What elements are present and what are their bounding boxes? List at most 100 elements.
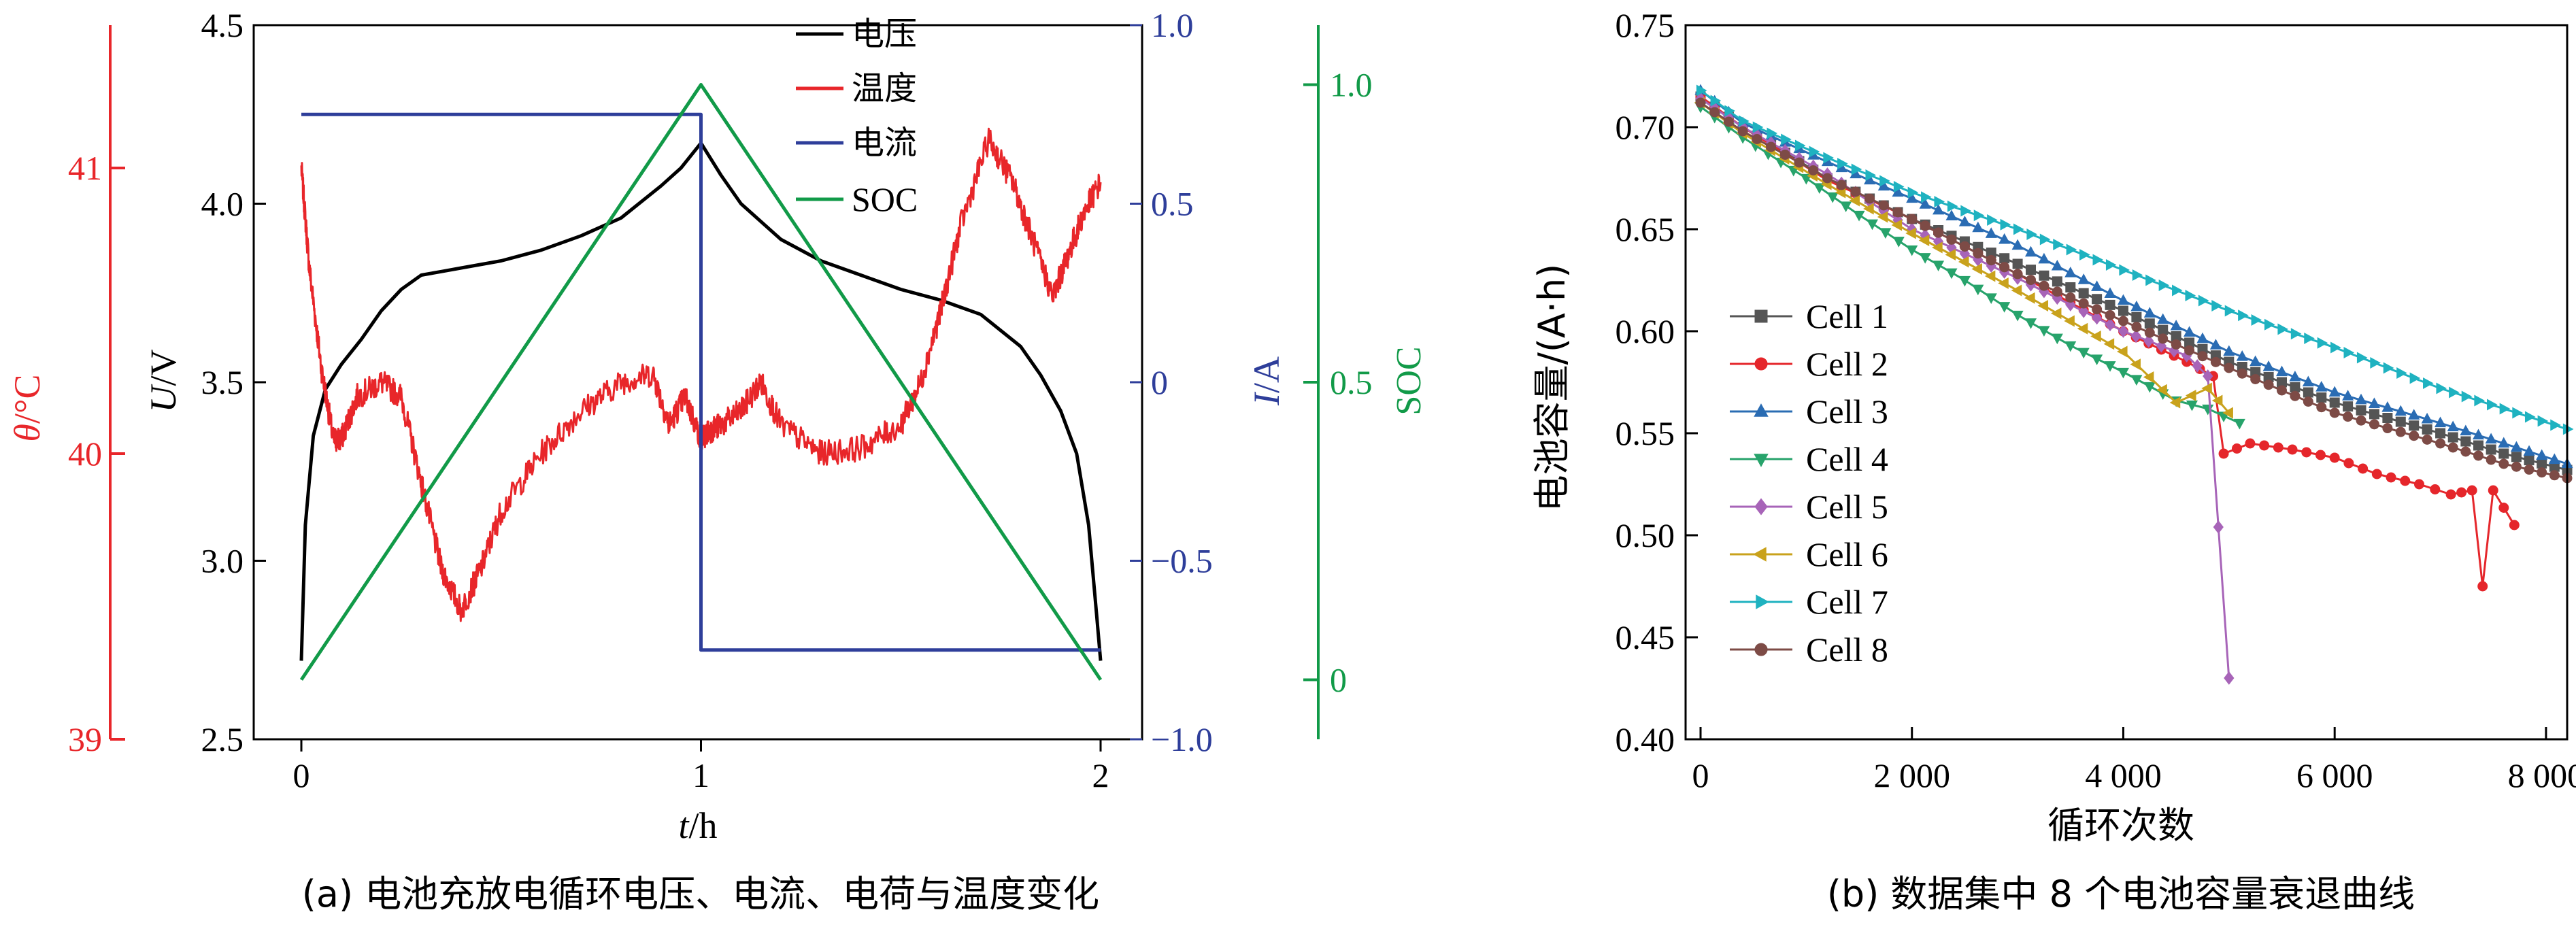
data-point <box>1972 221 1984 233</box>
data-point <box>2409 372 2421 384</box>
panel-b-x-axis-title: 循环次数 <box>2047 804 2194 847</box>
data-point <box>2092 294 2103 305</box>
legend-label: Cell 3 <box>1806 392 1888 431</box>
current-tick-label: −1.0 <box>1151 720 1213 758</box>
series-line-soc <box>299 83 1103 681</box>
data-point <box>2550 419 2561 431</box>
data-point <box>2369 409 2379 420</box>
data-point <box>2315 450 2326 460</box>
data-point <box>1907 186 1919 199</box>
data-point <box>1851 163 1862 175</box>
data-point <box>1973 209 1985 222</box>
data-point <box>2328 386 2341 397</box>
panel-a-legend: 电压 温度 电流 SOC <box>796 15 918 218</box>
data-point <box>1920 220 1930 231</box>
data-point <box>1695 97 1706 108</box>
data-point <box>2524 411 2536 423</box>
data-point <box>2382 413 2393 423</box>
data-point <box>2130 300 2143 311</box>
temperature-axis-title: θ/°C <box>7 374 48 441</box>
y-tick-label: 0.70 <box>1616 108 1675 146</box>
data-point <box>1919 253 1931 264</box>
panel-b-legend: Cell 1 Cell 2 Cell 3 Cell 4 Cell 5 Cell 6 Cell… <box>1730 297 1888 669</box>
data-point <box>2498 437 2510 448</box>
data-point <box>2249 355 2262 367</box>
data-point <box>2222 407 2233 419</box>
data-point <box>1958 275 1971 287</box>
data-point <box>2118 305 2128 316</box>
legend-label-soc: SOC <box>852 180 918 218</box>
panel-a-voltage-current-temperature-chart: 0 1 2 2.5 3.0 3.5 4.0 4.5 −1.0 −0.5 0 0.5 1.0 39 40 41 0… <box>7 6 1428 915</box>
data-point <box>2024 246 2037 257</box>
data-point <box>2422 424 2432 435</box>
data-point <box>2011 239 2024 250</box>
current-axis-var: I <box>1246 391 1287 406</box>
data-point <box>2343 458 2354 469</box>
data-point <box>2477 581 2488 592</box>
data-point <box>1877 211 1888 223</box>
data-point <box>2435 416 2447 428</box>
data-point <box>2512 407 2523 419</box>
data-point <box>2091 354 2103 365</box>
data-point <box>2273 442 2284 453</box>
data-point <box>2236 350 2248 361</box>
data-point <box>1971 263 1982 275</box>
data-point <box>1919 198 1931 209</box>
data-point <box>2509 520 2520 530</box>
data-point <box>1879 175 1890 187</box>
data-point <box>1752 121 1764 133</box>
data-point <box>1999 253 2010 264</box>
data-point <box>2213 520 2224 534</box>
data-point <box>2104 287 2116 298</box>
data-point <box>2301 447 2312 458</box>
data-point <box>1794 139 1806 152</box>
data-point <box>2143 371 2154 384</box>
data-point <box>1945 268 1958 280</box>
data-point <box>2275 365 2288 377</box>
data-point <box>1737 126 1748 137</box>
data-point <box>1972 284 1984 296</box>
data-point <box>2130 358 2141 371</box>
data-point <box>2395 416 2406 427</box>
x-tick-label: 0 <box>293 756 310 794</box>
data-point <box>2488 485 2498 496</box>
data-point <box>2356 352 2368 364</box>
data-point <box>1959 241 1970 252</box>
data-point <box>2447 442 2458 453</box>
legend-entry-cell-2: Cell 2 <box>1730 345 1888 383</box>
data-point <box>2498 503 2509 513</box>
voltage-tick-label: 2.5 <box>201 720 244 758</box>
series-line-voltage <box>299 141 1103 661</box>
data-point <box>2196 332 2209 343</box>
data-point <box>1921 191 1932 203</box>
data-point <box>1863 203 1874 215</box>
data-point <box>2203 369 2213 383</box>
series-line-current <box>301 112 1101 652</box>
data-point <box>1866 219 1879 231</box>
legend-label-temperature: 温度 <box>852 69 917 107</box>
data-point <box>2209 339 2222 350</box>
data-point <box>2052 276 2062 287</box>
data-point <box>2026 265 2037 275</box>
data-point <box>2158 279 2170 292</box>
data-point <box>2090 330 2101 343</box>
data-point <box>2290 390 2301 401</box>
legend-marker <box>1754 498 1768 516</box>
data-point <box>1752 134 1762 144</box>
data-point <box>2316 392 2327 403</box>
data-point <box>1709 107 1720 118</box>
panel-a-x-axis-var: t <box>678 805 690 846</box>
legend-marker <box>1756 594 1769 609</box>
data-point <box>2447 432 2458 443</box>
data-point <box>2263 380 2274 390</box>
data-point <box>1808 165 1819 175</box>
data-point <box>2343 346 2355 359</box>
data-point <box>1934 195 1945 208</box>
legend-label: Cell 4 <box>1806 440 1888 478</box>
data-point <box>1837 157 1848 170</box>
y-tick-label: 0.60 <box>1616 312 1675 350</box>
data-point <box>1813 183 1826 194</box>
data-point <box>2186 400 2198 411</box>
data-point <box>2064 267 2077 277</box>
